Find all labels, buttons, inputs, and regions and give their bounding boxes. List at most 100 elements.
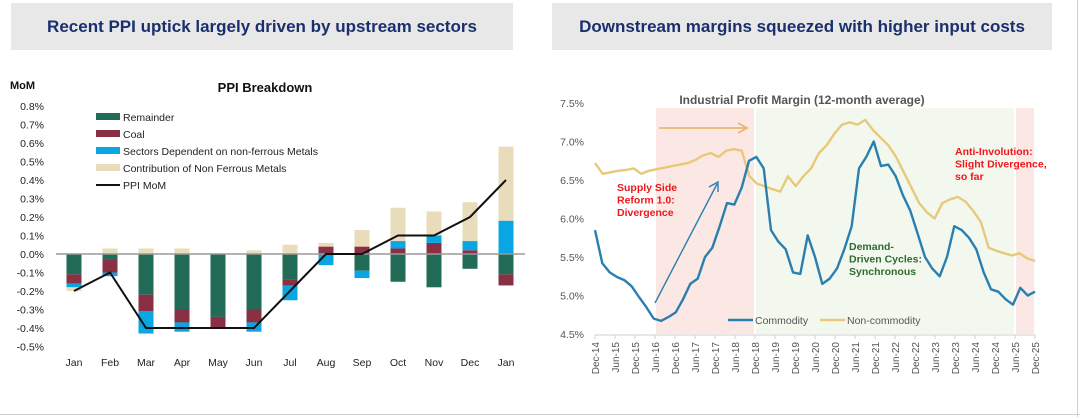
bar-segment-coal xyxy=(210,316,226,328)
x-tick-label: Dec xyxy=(461,357,480,369)
y-tick-label: -0.5% xyxy=(17,342,44,354)
bar-segment-coal xyxy=(102,259,118,273)
bar-segment-remainder xyxy=(210,254,226,317)
bar-segment-remainder xyxy=(102,254,118,260)
bar-segment-coal xyxy=(498,274,514,286)
annotation-line: Slight Divergence, xyxy=(955,159,1047,171)
legend-label: Sectors Dependent on non-ferrous Metals xyxy=(123,146,318,158)
bar-segment-sectors-dependent-on-non-ferrous-metals xyxy=(102,272,118,277)
bar-segment-contribution-of-non-ferrous-metals xyxy=(138,248,154,254)
legend-label: PPI MoM xyxy=(123,180,166,192)
bar-segment-coal xyxy=(390,248,406,254)
y-tick-label: 0.1% xyxy=(20,231,44,243)
x-tick-label: Jun-21 xyxy=(851,342,862,373)
annotation-line: Driven Cycles: xyxy=(849,254,922,266)
y-tick-label: -0.2% xyxy=(17,286,44,298)
x-tick-label: Dec-25 xyxy=(1031,342,1042,375)
chart-right-title: Industrial Profit Margin (12-month avera… xyxy=(679,93,924,107)
x-tick-label: Dec-23 xyxy=(951,342,962,375)
bar-segment-remainder xyxy=(390,254,406,282)
bar-segment-sectors-dependent-on-non-ferrous-metals xyxy=(282,285,298,301)
x-tick-label: Sep xyxy=(353,357,372,369)
shaded-region xyxy=(756,108,1014,334)
x-tick-label: Aug xyxy=(317,357,336,369)
annotation-line: Anti-Involution: xyxy=(955,146,1033,158)
chart-left-title: PPI Breakdown xyxy=(218,80,313,95)
arrow-shaft-rising xyxy=(654,183,718,304)
x-tick-label: Jun-25 xyxy=(1011,342,1022,373)
y-tick-label: 0.3% xyxy=(20,194,44,206)
bar-segment-sectors-dependent-on-non-ferrous-metals xyxy=(354,270,370,279)
x-tick-label: Jan xyxy=(498,357,515,369)
y-tick-label: 4.5% xyxy=(560,329,584,341)
bar-segment-remainder xyxy=(282,254,298,280)
x-tick-label: Jun-24 xyxy=(971,342,982,373)
y-tick-label: 0.6% xyxy=(20,138,44,150)
x-tick-label: Dec-14 xyxy=(591,342,602,375)
legend-label: Remainder xyxy=(123,112,175,124)
bar-segment-sectors-dependent-on-non-ferrous-metals xyxy=(390,241,406,249)
bar-segment-remainder xyxy=(246,254,262,310)
x-tick-label: Dec-21 xyxy=(871,342,882,375)
bar-segment-coal xyxy=(282,279,298,286)
bar-segment-contribution-of-non-ferrous-metals xyxy=(246,250,262,254)
bar-segment-coal xyxy=(246,309,262,323)
y-tick-label: -0.4% xyxy=(17,323,44,335)
bar-segment-sectors-dependent-on-non-ferrous-metals xyxy=(318,254,334,266)
y-tick-label: 7.0% xyxy=(560,137,584,149)
y-tick-label: 0.8% xyxy=(20,101,44,113)
y-tick-label: 0.2% xyxy=(20,212,44,224)
bar-segment-remainder xyxy=(354,254,370,271)
bar-segment-remainder xyxy=(174,254,190,310)
x-tick-label: Oct xyxy=(390,357,406,369)
bar-segment-remainder xyxy=(498,254,514,275)
x-tick-label: Nov xyxy=(425,357,444,369)
arrow-head-rising xyxy=(708,180,719,192)
ppi-mom-line xyxy=(73,179,507,329)
x-tick-label: Jun-15 xyxy=(611,342,622,373)
left-panel-title: Recent PPI uptick largely driven by upst… xyxy=(11,3,513,50)
bar-segment-sectors-dependent-on-non-ferrous-metals xyxy=(498,220,514,254)
right-panel-title: Downstream margins squeezed with higher … xyxy=(552,3,1052,50)
annotation-text: Demand-Driven Cycles: Synchronous xyxy=(849,241,922,278)
annotation-line: Supply Side xyxy=(617,182,677,194)
y-tick-label: 0.0% xyxy=(20,249,44,261)
x-tick-label: Dec-24 xyxy=(991,342,1002,375)
x-tick-label: Jun-22 xyxy=(891,342,902,373)
y-tick-label: 5.0% xyxy=(560,291,584,303)
arrow-head-flat xyxy=(737,122,749,134)
y-tick-label: -0.1% xyxy=(17,268,44,280)
x-tick-label: May xyxy=(208,357,229,369)
bar-segment-coal xyxy=(426,242,442,254)
bar-segment-coal xyxy=(174,309,190,323)
x-tick-label: Dec-17 xyxy=(711,342,722,375)
x-tick-label: Dec-16 xyxy=(671,342,682,375)
bar-segment-coal xyxy=(354,246,370,254)
x-tick-label: Dec-15 xyxy=(631,342,642,375)
bar-segment-contribution-of-non-ferrous-metals xyxy=(66,287,82,291)
annotation-text: Anti-Involution: Slight Divergence, so far xyxy=(955,146,1047,183)
bar-segment-sectors-dependent-on-non-ferrous-metals xyxy=(66,283,82,288)
shaded-region xyxy=(656,108,754,334)
bar-segment-contribution-of-non-ferrous-metals xyxy=(390,207,406,242)
bar-segment-contribution-of-non-ferrous-metals xyxy=(498,146,514,221)
legend-swatch xyxy=(96,147,120,154)
bar-segment-contribution-of-non-ferrous-metals xyxy=(174,248,190,254)
x-tick-label: Jun-19 xyxy=(771,342,782,373)
chart-left-ylabel: MoM xyxy=(10,80,35,92)
x-tick-label: Jun xyxy=(246,357,263,369)
x-tick-label: Dec-20 xyxy=(831,342,842,375)
x-tick-label: Dec-22 xyxy=(911,342,922,375)
x-tick-label: Dec-19 xyxy=(791,342,802,375)
y-tick-label: -0.3% xyxy=(17,305,44,317)
x-tick-label: Jun-17 xyxy=(691,342,702,373)
x-tick-label: Jun-20 xyxy=(811,342,822,373)
frame-divider-bottom xyxy=(0,414,1080,415)
legend-swatch xyxy=(96,130,120,137)
bar-segment-contribution-of-non-ferrous-metals xyxy=(354,229,370,247)
x-tick-label: Mar xyxy=(137,357,156,369)
ppi-breakdown-chart: MoM PPI Breakdown 0.8% 0.7% 0.6% 0.5% 0.4% 0.… xyxy=(10,80,525,369)
annotation-line: Demand- xyxy=(849,241,894,253)
legend-swatch xyxy=(96,113,120,120)
